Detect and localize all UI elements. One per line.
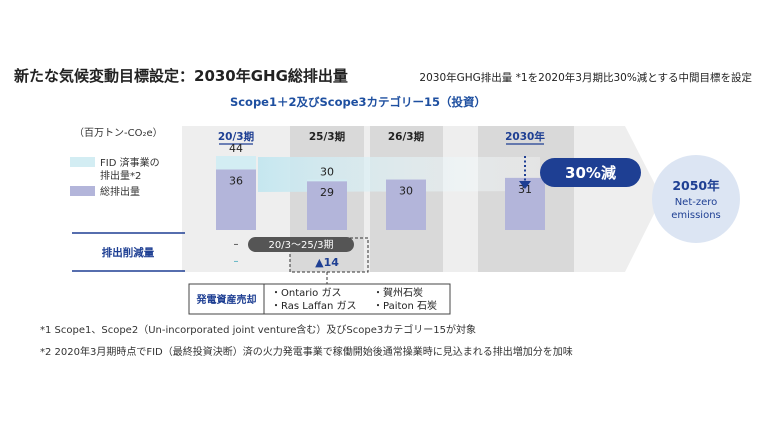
reduction-dashed-box [289,237,369,273]
asset-sales-item-4: ・Paiton 石炭 [373,300,437,312]
asset-sales-label: 発電資産売却 [196,293,257,306]
value-label-total-3: 30 [399,185,413,198]
reduction-value: ▲14 [315,256,339,269]
legend-swatch-fid [70,157,95,167]
target-arrowhead [519,181,531,189]
goal-line-2: emissions [671,210,721,221]
legend-label-fid-2: 排出量*2 [100,169,141,182]
bar-total-1 [216,169,256,230]
bar-fid-1 [216,156,256,170]
goal-line-1: Net-zero [675,197,718,208]
bar-total-2 [307,181,347,230]
value-label-total-4: 31 [518,183,532,196]
reduction-row-label: 排出削減量 [102,246,155,259]
value-label-sum-2: 30 [320,166,334,179]
asset-sales-item-2: ・賀州石炭 [373,287,423,299]
category-label-3: 26/3期 [388,130,424,143]
goal-year: 2050年 [672,178,720,193]
asset-sales-item-3: ・Ras Laffan ガス [271,300,356,312]
page-subtitle: 2030年GHG排出量 *1を2020年3月期比30%減とする中間目標を設定 [419,71,752,84]
reduction-dash-1: – [234,239,239,250]
value-label-sum-1: 44 [229,142,243,155]
page-title: 新たな気候変動目標設定：2030年GHG総排出量 [14,67,348,85]
asset-sales-item-1: ・Ontario ガス [271,287,341,299]
bar-fid-2 [307,179,347,182]
reduction-period-pill [248,237,354,252]
target-badge [540,158,641,187]
chart-title: Scope1＋2及びScope3カテゴリー15（投資） [230,95,486,109]
legend-label-total: 総排出量 [100,185,140,198]
footnote-2: *2 2020年3月期時点でFID（最終投資決断）済の火力発電事業で稼働開始後通… [40,345,573,358]
reduction-period-label: 20/3～25/3期 [269,239,334,251]
footnote-1: *1 Scope1、Scope2（Un-incorporated joint v… [40,323,476,336]
legend-label-fid-1: FID 済事業の [100,156,160,169]
unit-label: （百万トン-CO₂e） [74,127,163,139]
value-label-total-2: 29 [320,186,334,199]
category-label-2: 25/3期 [309,130,345,143]
asset-sales-box [188,283,451,315]
goal-circle [652,155,740,243]
category-labels: 20/3期 25/3期 26/3期 2030年 [218,130,545,145]
reduction-dash-2: – [234,256,239,267]
target-badge-label: 30%減 [565,164,616,182]
value-labels: 36 44 29 30 30 31 [229,142,532,199]
legend-swatch-total [70,186,95,196]
value-label-total-1: 36 [229,174,243,187]
category-label-1: 20/3期 [218,130,254,143]
bar-total-3 [386,179,426,230]
category-label-4: 2030年 [505,130,545,143]
